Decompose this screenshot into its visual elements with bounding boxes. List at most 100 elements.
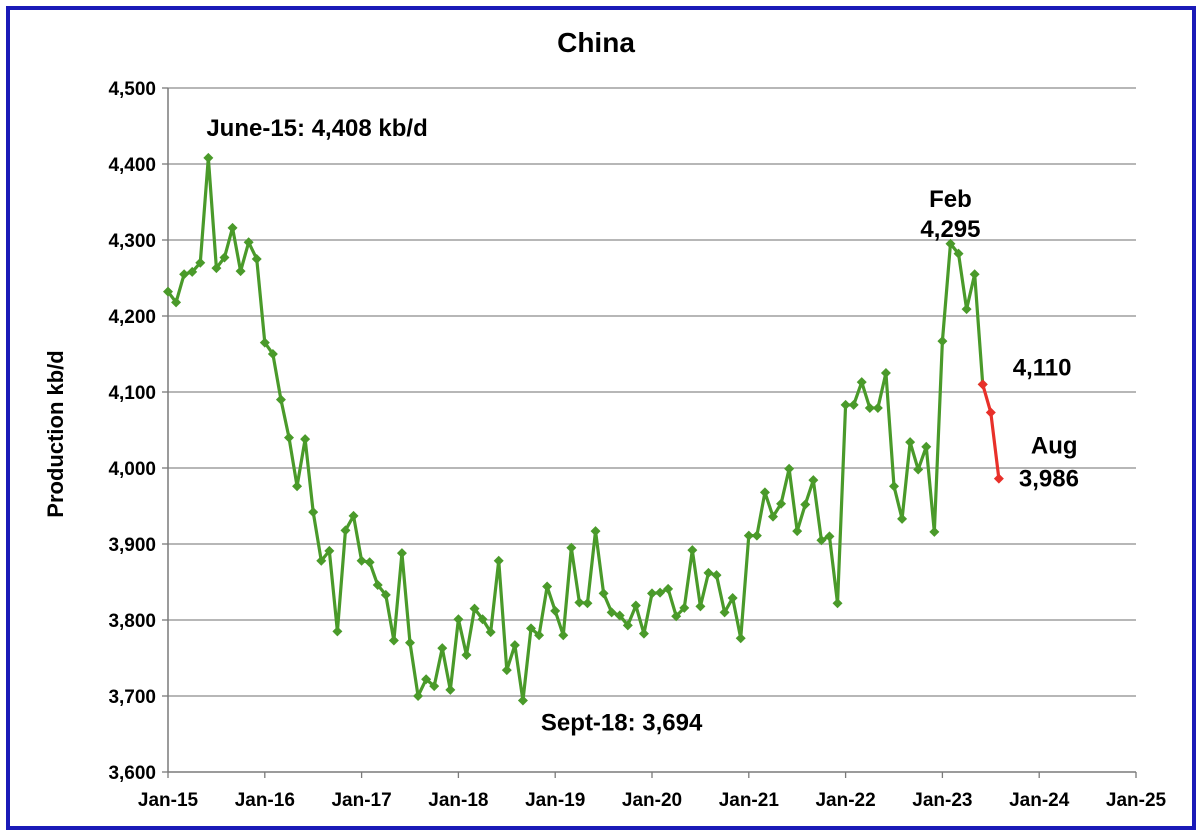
data-point (759, 487, 770, 498)
data-point (808, 475, 819, 486)
x-tick-label: Jan-24 (1009, 790, 1070, 811)
data-point (776, 498, 787, 509)
data-point (364, 557, 375, 568)
data-point (227, 222, 238, 233)
y-tick-label: 3,800 (108, 611, 156, 632)
data-point (300, 434, 311, 445)
data-point (461, 649, 472, 660)
y-axis-label: Production kb/d (43, 350, 68, 517)
data-point (993, 473, 1004, 484)
data-point (574, 597, 585, 608)
y-tick-label: 4,100 (108, 383, 156, 404)
data-point (566, 542, 577, 553)
data-point (905, 437, 916, 448)
data-point (275, 394, 286, 405)
data-point (840, 399, 851, 410)
data-point (969, 269, 980, 280)
data-point (937, 336, 948, 347)
data-point (179, 269, 190, 280)
data-point (945, 238, 956, 249)
data-point (501, 665, 512, 676)
x-tick-label: Jan-22 (815, 790, 875, 811)
data-point (308, 507, 319, 518)
annotation-label: Feb (929, 186, 972, 213)
data-point (195, 257, 206, 268)
data-point (526, 623, 536, 634)
x-tick-labels: Jan-15 Jan-16 Jan-17 Jan-18 Jan-19 Jan-20 Jan-… (138, 790, 1167, 811)
annotation-label: June-15: 4,408 kb/d (206, 115, 427, 142)
data-point (864, 402, 875, 413)
data-point (961, 304, 972, 315)
data-point (517, 695, 528, 706)
data-point (880, 368, 891, 378)
annotation-label: Aug (1031, 433, 1078, 460)
y-tick-label: 3,600 (108, 763, 156, 784)
data-point (630, 600, 641, 611)
data-point (421, 674, 432, 685)
data-point (445, 684, 456, 695)
series-line-0 (166, 156, 985, 703)
axes (162, 87, 1137, 778)
data-point (614, 610, 625, 621)
series-group (163, 152, 1004, 706)
x-tick-label: Jan-16 (235, 790, 295, 811)
annotation-label: 4,295 (920, 216, 980, 243)
data-point (606, 607, 617, 618)
data-point (695, 601, 706, 612)
annotation-label: 4,110 (1013, 354, 1072, 381)
data-point (453, 614, 464, 625)
data-point (558, 630, 569, 641)
data-point (768, 511, 778, 522)
data-point (647, 588, 657, 599)
x-tick-label: Jan-18 (428, 790, 488, 811)
data-point (671, 611, 682, 622)
data-point (953, 248, 964, 259)
data-point (929, 526, 940, 537)
y-tick-label: 3,900 (108, 535, 156, 556)
data-point (251, 254, 262, 264)
data-point (356, 555, 367, 566)
x-tick-label: Jan-23 (912, 790, 972, 811)
data-point (332, 626, 343, 637)
data-point (727, 592, 738, 603)
data-point (542, 581, 553, 592)
chart-title: China (557, 27, 635, 58)
data-point (792, 526, 803, 537)
data-point (663, 583, 674, 594)
y-tick-label: 4,400 (108, 155, 156, 176)
data-point (977, 379, 988, 390)
data-point (679, 602, 690, 613)
data-point (832, 598, 843, 609)
data-point (913, 464, 924, 475)
data-point (413, 691, 424, 701)
data-point (590, 526, 601, 537)
data-point (348, 510, 359, 521)
data-point (211, 263, 222, 274)
data-point (719, 607, 730, 618)
data-point (259, 337, 270, 348)
data-point (292, 481, 303, 492)
data-point (380, 589, 391, 600)
data-point (324, 545, 335, 556)
data-point (405, 637, 415, 648)
data-point (751, 530, 762, 541)
data-point (872, 402, 883, 413)
y-tick-label: 4,200 (108, 307, 156, 328)
y-tick-label: 4,000 (108, 459, 156, 480)
data-point (655, 587, 666, 598)
data-point (550, 605, 561, 616)
y-tick-label: 4,300 (108, 231, 156, 252)
data-point (429, 681, 440, 692)
data-point (316, 555, 327, 566)
data-point (267, 349, 278, 359)
gridlines (168, 87, 1136, 697)
y-tick-label: 4,500 (108, 79, 156, 100)
data-point (509, 640, 520, 651)
data-point (235, 266, 246, 277)
data-point (396, 548, 407, 559)
data-point (743, 530, 754, 541)
data-point (284, 432, 294, 443)
x-tick-label: Jan-25 (1106, 790, 1167, 811)
data-point (856, 377, 867, 388)
data-point (687, 545, 698, 556)
